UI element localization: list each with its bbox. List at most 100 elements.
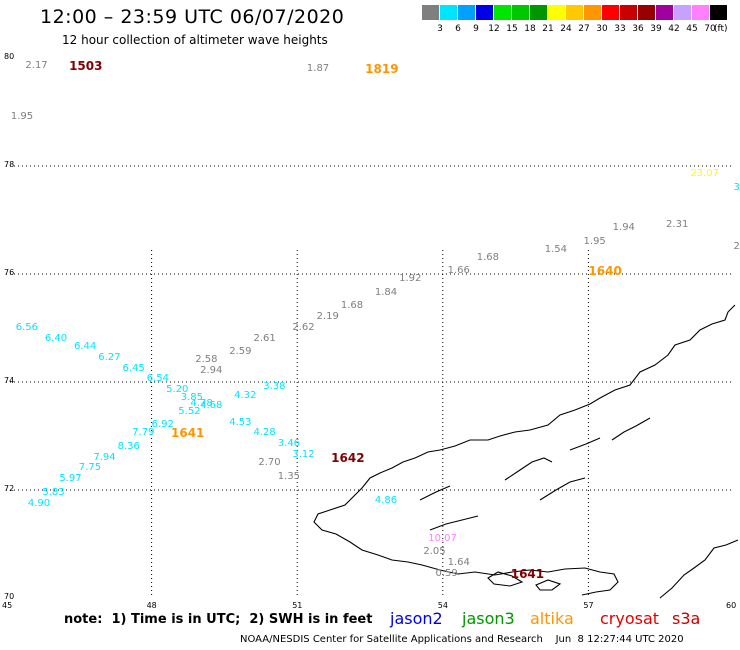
- wave-height-value: 2.05: [423, 546, 446, 558]
- longitude-tick: 54: [437, 601, 448, 610]
- wave-height-value: 10.07: [428, 532, 457, 544]
- legend-label: 15: [506, 24, 518, 34]
- pass-time: 1819: [365, 61, 399, 76]
- latitude-tick: 76: [4, 268, 15, 277]
- wave-height-value: 6.45: [122, 362, 145, 374]
- wave-height-value: 1.66: [447, 265, 470, 277]
- wave-height-value: 2.31: [666, 219, 689, 231]
- wave-height-value: 6.27: [98, 351, 121, 363]
- legend-swatch: [692, 5, 709, 20]
- wave-height-value: 1.84: [374, 286, 398, 298]
- wave-height-value: 8.36: [117, 440, 140, 452]
- satellite-name: cryosat: [600, 609, 660, 628]
- legend-swatch: [656, 5, 673, 20]
- wave-height-value: 1.35: [277, 470, 301, 482]
- pass-time: 1641: [510, 566, 545, 581]
- wave-height-value: 2.61: [253, 332, 276, 344]
- grid-lines: [6, 165, 734, 598]
- coastline: [313, 304, 739, 599]
- wave-height-value: 1.87: [306, 62, 330, 74]
- wave-height-value: 6.92: [151, 419, 174, 431]
- wave-height-value: 1.94: [612, 222, 635, 234]
- wave-height-value: 1.95: [10, 111, 34, 123]
- legend-label: 24: [560, 24, 572, 34]
- map-subtitle: 12 hour collection of altimeter wave hei…: [62, 33, 328, 47]
- wave-height-value: 1.68: [476, 251, 500, 263]
- legend-swatch: [584, 5, 601, 20]
- wave-height-value: 7.75: [78, 462, 102, 474]
- pass-time: 1642: [331, 450, 365, 465]
- longitude-tick: 51: [292, 601, 303, 610]
- wave-height-value: 4.53: [229, 416, 252, 428]
- satellite-name: s3a: [672, 609, 701, 628]
- wave-height-value: 2: [733, 241, 740, 252]
- legend-label: 12: [488, 24, 500, 34]
- legend-swatch: [710, 5, 727, 20]
- legend-label: 21: [542, 24, 554, 34]
- novaya-zemlya-coast: [313, 304, 736, 596]
- pass-time: 1503: [69, 59, 103, 74]
- wave-height-value: 1.95: [583, 235, 606, 247]
- wave-height-value: 2.58: [195, 354, 218, 366]
- wave-height-value: 4.32: [234, 389, 257, 401]
- wave-height-value: 4.78: [190, 397, 213, 409]
- legend-label: 3: [437, 24, 443, 34]
- longitude-tick: 48: [146, 601, 157, 610]
- wave-height-value: 2.59: [229, 346, 252, 358]
- inlet-1: [504, 457, 553, 481]
- island-1: [487, 571, 524, 587]
- legend-label: 6: [455, 24, 461, 34]
- wave-height-value: 3.46: [277, 438, 301, 450]
- wave-height-value: 5.97: [59, 473, 82, 485]
- wave-height-value: 0.59: [435, 567, 458, 579]
- pass-time: 1641: [171, 426, 205, 441]
- latitude-tick: 70: [4, 592, 15, 601]
- satellite-name: jason2: [390, 609, 443, 628]
- footer-note: note: 1) Time is in UTC; 2) SWH is in fe…: [64, 612, 373, 627]
- legend-swatch: [620, 5, 637, 20]
- wave-height-value: 5.83: [42, 486, 65, 498]
- wave-height-value: 3.38: [263, 381, 286, 393]
- wave-height-value: 4.90: [27, 497, 51, 509]
- latitude-tick: 78: [4, 160, 15, 169]
- mainland-coast: [659, 539, 739, 599]
- legend-unit: (ft): [714, 24, 728, 34]
- legend-label: 27: [578, 24, 590, 34]
- map-title: 12:00 – 23:59 UTC 06/07/2020: [40, 6, 345, 28]
- wave-height-value: 4.86: [374, 494, 398, 506]
- legend-swatch: [548, 5, 565, 20]
- legend-label: 42: [668, 24, 680, 34]
- legend-swatch: [422, 5, 439, 20]
- legend-swatch: [674, 5, 691, 20]
- legend-label: 33: [614, 24, 626, 34]
- wave-height-value: 7.79: [132, 427, 155, 439]
- legend-label: 36: [632, 24, 644, 34]
- legend-label: 30: [596, 24, 608, 34]
- wave-height-value: 2.94: [200, 365, 223, 377]
- legend-swatch: [494, 5, 511, 20]
- wave-height-value: 6.40: [44, 332, 68, 344]
- longitude-tick: 57: [583, 601, 594, 610]
- legend-label: 39: [650, 24, 662, 34]
- wave-height-value: 23.07: [690, 168, 719, 180]
- wave-height-value: 4.28: [253, 427, 276, 439]
- wave-height-value: 1.64: [447, 556, 470, 568]
- longitude-tick: 45: [2, 601, 13, 610]
- wave-height-value: 5.20: [166, 384, 189, 396]
- satellite-name: jason3: [462, 609, 515, 628]
- legend-swatch: [458, 5, 475, 20]
- wave-height-value: 2.19: [316, 311, 339, 323]
- wave-height-value: 5.52: [178, 405, 201, 417]
- wave-height-value: 7.94: [93, 451, 116, 463]
- legend-swatch: [440, 5, 457, 20]
- wave-height-value: 1.92: [399, 273, 422, 285]
- legend-label: 18: [524, 24, 536, 34]
- pass-time: 1640: [588, 264, 622, 279]
- inlet-6: [569, 437, 601, 451]
- legend-swatch: [566, 5, 583, 20]
- island-2: [535, 579, 562, 591]
- wave-height-value: 2.70: [258, 457, 281, 468]
- wave-height-value: 6.54: [146, 373, 169, 385]
- wave-height-value: 2.62: [292, 322, 315, 333]
